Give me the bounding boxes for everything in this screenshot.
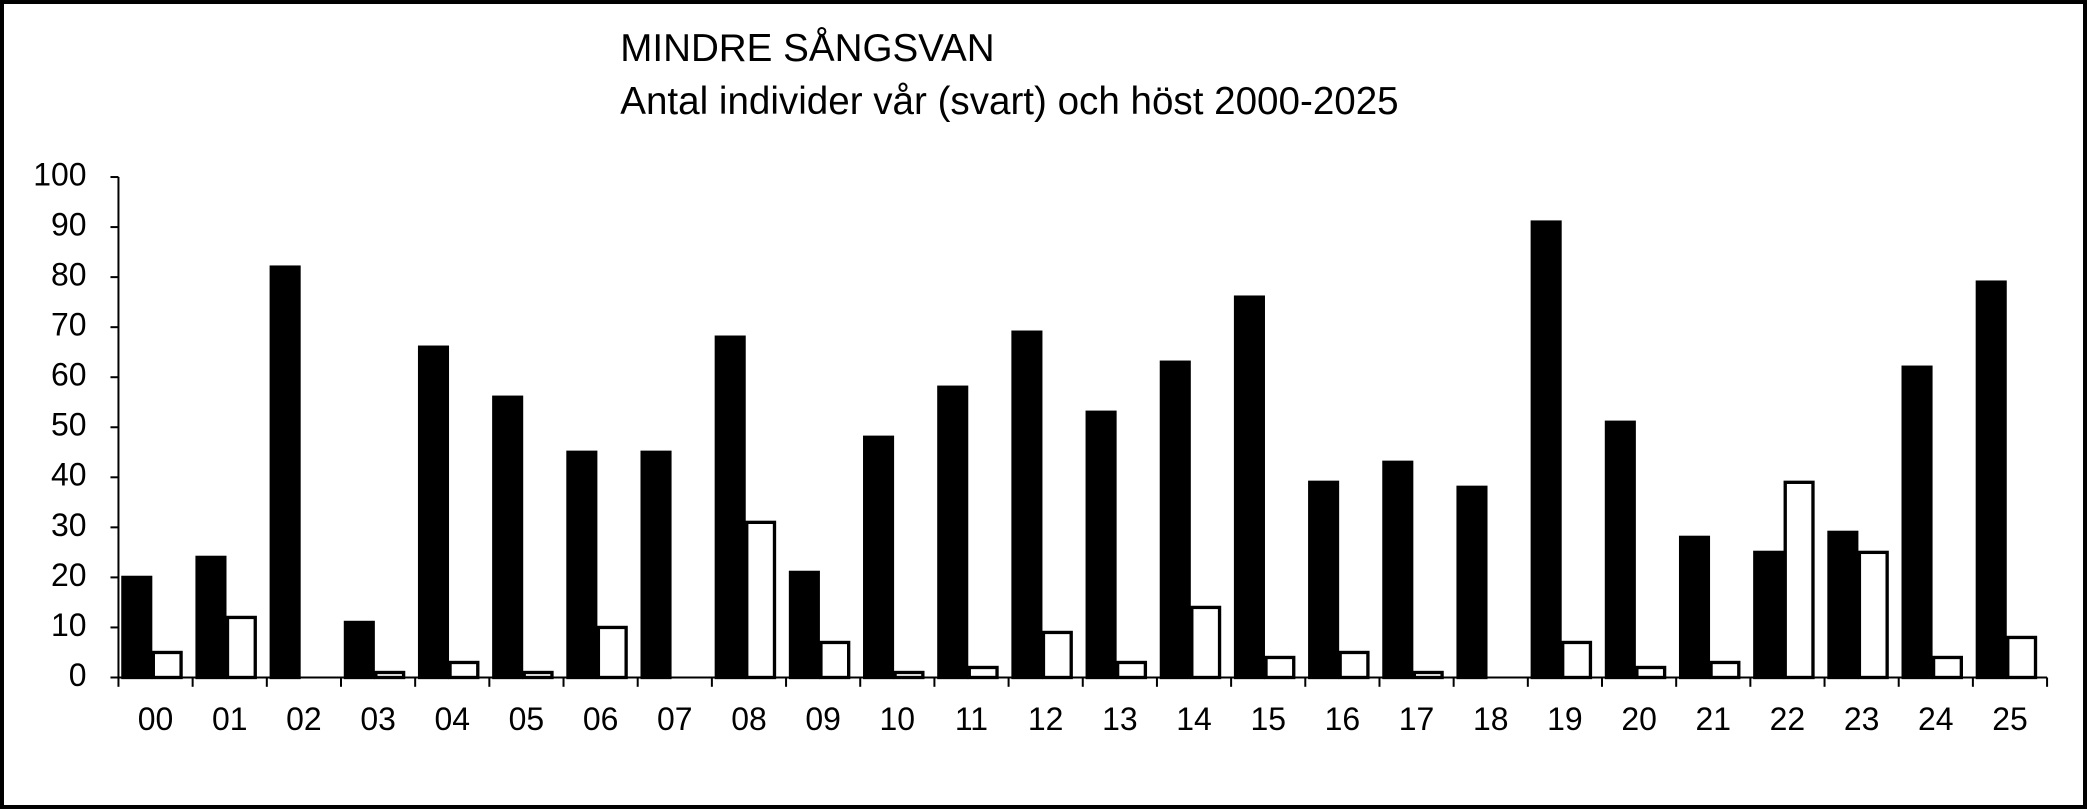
bar [374, 670, 406, 680]
bar [893, 670, 925, 680]
y-tick-label: 40 [51, 457, 87, 493]
y-tick-label: 80 [51, 257, 87, 293]
bar [1635, 665, 1667, 680]
x-tick-label: 21 [1696, 701, 1732, 737]
bar [1827, 530, 1859, 680]
bar [1041, 630, 1073, 680]
bar [1709, 660, 1741, 680]
bar [1901, 365, 1933, 680]
x-tick-label: 23 [1844, 701, 1880, 737]
bar [121, 575, 153, 680]
y-tick-label: 100 [33, 156, 86, 192]
bar [714, 335, 746, 680]
chart-title: MINDRE SÅNGSVAN [620, 26, 994, 70]
bar [566, 450, 598, 680]
x-tick-label: 18 [1473, 701, 1509, 737]
x-tick-label: 10 [880, 701, 916, 737]
y-tick-label: 50 [51, 407, 87, 443]
y-tick-label: 0 [69, 657, 87, 693]
bar [269, 265, 301, 680]
bar [640, 450, 672, 680]
y-tick-label: 10 [51, 607, 87, 643]
bar [1233, 295, 1265, 680]
x-tick-label: 13 [1102, 701, 1138, 737]
bar [2006, 635, 2038, 680]
bar [1338, 650, 1370, 680]
x-tick-label: 20 [1621, 701, 1657, 737]
bar [151, 650, 183, 680]
y-tick-label: 20 [51, 557, 87, 593]
bar [1011, 330, 1043, 680]
bar [1264, 655, 1296, 680]
x-tick-label: 01 [212, 701, 248, 737]
bar [819, 640, 851, 680]
x-tick-label: 05 [509, 701, 545, 737]
bar [1308, 480, 1340, 680]
bar [448, 660, 480, 680]
x-tick-label: 09 [805, 701, 841, 737]
x-tick-label: 24 [1918, 701, 1954, 737]
bar [1753, 550, 1785, 680]
y-tick-label: 30 [51, 507, 87, 543]
x-tick-label: 11 [955, 701, 988, 737]
x-tick-label: 00 [138, 701, 174, 737]
bar [417, 345, 450, 680]
x-tick-label: 15 [1250, 701, 1286, 737]
bar [195, 555, 227, 680]
bar [1931, 655, 1963, 680]
x-tick-label: 25 [1992, 701, 2028, 737]
bar [967, 665, 999, 680]
bar [1412, 670, 1444, 680]
bar [1857, 550, 1889, 680]
chart-subtitle: Antal individer vår (svart) och höst 200… [620, 80, 1398, 123]
bar [225, 615, 257, 680]
bar [788, 570, 820, 680]
y-tick-label: 60 [51, 357, 87, 393]
bar [1382, 460, 1414, 680]
y-tick-label: 90 [51, 207, 87, 243]
bar [745, 520, 777, 680]
bar [596, 625, 628, 680]
x-tick-label: 02 [286, 701, 322, 737]
x-tick-label: 06 [583, 701, 619, 737]
x-tick-label: 19 [1547, 701, 1583, 737]
bar [1085, 410, 1117, 680]
x-tick-label: 16 [1325, 701, 1361, 737]
bar [492, 395, 524, 680]
x-tick-label: 03 [360, 701, 396, 737]
bar [937, 385, 969, 680]
bar [1115, 660, 1148, 680]
bar [1530, 220, 1562, 680]
x-tick-label: 08 [731, 701, 767, 737]
bar [1678, 535, 1711, 680]
bar [343, 620, 375, 680]
x-tick-label: 17 [1399, 701, 1435, 737]
bar [1561, 640, 1593, 680]
y-tick-label: 70 [51, 307, 87, 343]
bar [1159, 360, 1191, 680]
bar [863, 435, 895, 680]
x-tick-label: 22 [1770, 701, 1806, 737]
bar [1975, 280, 2007, 680]
bar [1783, 480, 1815, 680]
x-tick-label: 14 [1176, 701, 1212, 737]
bar [1190, 605, 1222, 680]
bar [522, 670, 554, 680]
bar [1604, 420, 1636, 680]
x-tick-label: 07 [657, 701, 693, 737]
x-tick-label: 12 [1028, 701, 1064, 737]
x-tick-label: 04 [434, 701, 470, 737]
bar [1456, 485, 1488, 680]
